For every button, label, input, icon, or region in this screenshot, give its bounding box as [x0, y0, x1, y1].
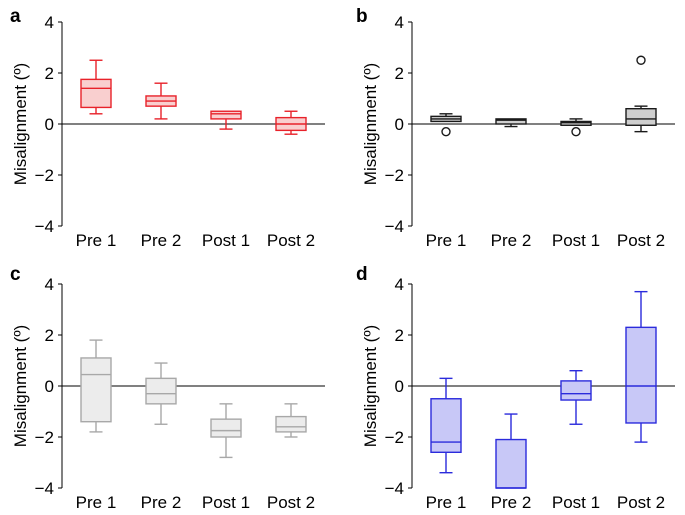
panel-letter: a [10, 6, 21, 27]
x-tick-label: Post 2 [267, 493, 315, 512]
x-tick-label: Pre 2 [491, 231, 532, 250]
x-tick-label: Pre 2 [491, 493, 532, 512]
y-tick-label: 4 [395, 275, 404, 294]
x-tick-label: Pre 1 [426, 493, 467, 512]
panel-letter: d [356, 264, 368, 285]
box-2 [210, 403, 242, 459]
y-tick-label: 4 [395, 13, 404, 32]
x-tick-label: Pre 2 [141, 493, 182, 512]
box-iqr [625, 107, 657, 126]
box-2 [560, 370, 592, 425]
y-tick-label: 2 [395, 64, 404, 83]
y-axis-label: Misalignment (º) [11, 325, 30, 447]
y-axis-label: Misalignment (º) [11, 63, 30, 185]
box-iqr [145, 377, 177, 405]
box-3 [275, 110, 307, 135]
y-tick-label: 0 [45, 377, 54, 396]
outlier-point [636, 55, 646, 65]
box-2 [210, 110, 242, 130]
box-1 [145, 82, 177, 120]
box-0 [80, 59, 112, 115]
y-tick-label: 0 [395, 115, 404, 134]
box-iqr [560, 380, 592, 401]
x-tick-label: Pre 1 [426, 231, 467, 250]
box-iqr [495, 438, 527, 489]
y-tick-label: −2 [385, 428, 404, 447]
y-tick-label: 2 [45, 326, 54, 345]
box-iqr [275, 415, 307, 433]
box-iqr [210, 110, 242, 120]
y-tick-label: −2 [35, 428, 54, 447]
y-tick-label: −4 [35, 217, 54, 236]
panel-c: c 4 2 0 −2 −4 Misalignment (º) Pre 1 Pre 2 Post 1… [10, 264, 325, 512]
panel-d: d 4 2 0 −2 −4 Misalignment (º) Pre 1 Pre 2 Post 1… [356, 264, 675, 512]
x-tick-label: Pre 2 [141, 231, 182, 250]
panel-b: b 4 2 0 −2 −4 Misalignment (º) Pre 1 Pre 2 Post 1… [356, 6, 675, 250]
box-iqr [430, 398, 462, 453]
box-iqr [80, 357, 112, 423]
box-1 [145, 362, 177, 425]
y-tick-label: −2 [385, 166, 404, 185]
x-tick-label: Pre 1 [76, 493, 117, 512]
panel-letter: b [356, 6, 368, 27]
y-tick-label: −4 [385, 217, 404, 236]
box-3 [625, 55, 657, 133]
y-tick-label: 2 [395, 326, 404, 345]
panel-a: a 4 2 0 −2 −4 Misalignment (º) Pre 1 Pre 2 Post 1… [10, 6, 325, 250]
y-tick-label: 4 [45, 13, 54, 32]
y-tick-label: −4 [385, 479, 404, 498]
box-0 [80, 339, 112, 433]
y-tick-label: −4 [35, 479, 54, 498]
outlier-point [571, 126, 581, 137]
box-3 [625, 290, 657, 443]
box-3 [275, 403, 307, 438]
y-tick-label: 4 [45, 275, 54, 294]
box-2 [560, 118, 592, 137]
y-tick-label: −2 [35, 166, 54, 185]
box-0 [430, 113, 462, 137]
x-tick-label: Post 2 [617, 493, 665, 512]
x-tick-label: Post 2 [617, 231, 665, 250]
x-tick-label: Post 1 [552, 231, 600, 250]
x-tick-label: Post 1 [202, 231, 250, 250]
x-tick-label: Post 2 [267, 231, 315, 250]
box-0 [430, 377, 462, 474]
outlier-point [441, 126, 451, 137]
x-tick-label: Pre 1 [76, 231, 117, 250]
box-1 [495, 118, 527, 128]
y-axis-label: Misalignment (º) [361, 325, 380, 447]
panel-letter: c [10, 264, 21, 285]
y-tick-label: 0 [395, 377, 404, 396]
x-tick-label: Post 1 [552, 493, 600, 512]
box-iqr [625, 326, 657, 424]
box-iqr [210, 418, 242, 438]
box-1 [495, 413, 527, 489]
y-axis-label: Misalignment (º) [361, 63, 380, 185]
y-tick-label: 0 [45, 115, 54, 134]
x-tick-label: Post 1 [202, 493, 250, 512]
y-tick-label: 2 [45, 64, 54, 83]
box-iqr [80, 78, 112, 109]
box-iqr [495, 118, 527, 125]
